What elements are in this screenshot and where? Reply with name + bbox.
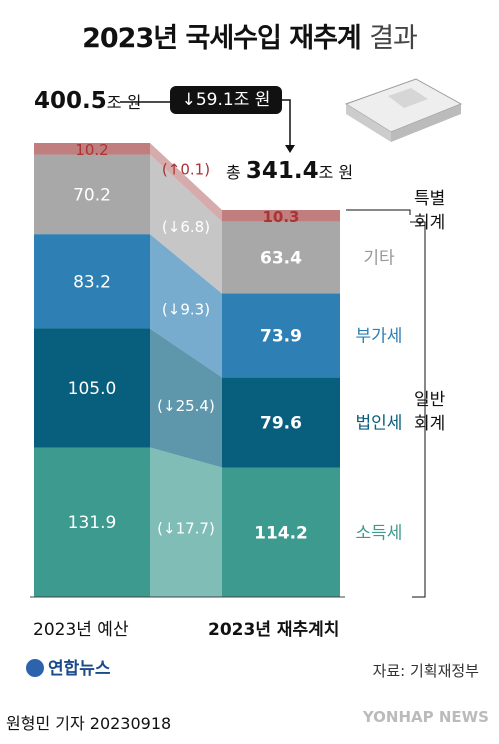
series-1-label-budget: 105.0 <box>68 379 117 399</box>
revised-total-unit: 조 원 <box>318 163 354 182</box>
watermark: YONHAP NEWS <box>362 708 489 726</box>
series-3-bar-budget <box>34 154 150 235</box>
money-stack-icon <box>344 78 463 142</box>
series-2-label-budget: 83.2 <box>73 272 111 292</box>
series-3-change-label: (↓6.8) <box>162 218 210 236</box>
series-3-bar-revised <box>222 221 340 294</box>
series-0-label-budget: 131.9 <box>68 513 117 533</box>
revised-total-prefix: 총 <box>226 163 241 182</box>
series-2-bar-revised <box>222 293 340 378</box>
x-label-revised: 2023년 재추계치 <box>208 620 340 640</box>
series-1-label-revised: 79.6 <box>260 413 302 433</box>
general-bracket <box>410 221 426 598</box>
series-4-bar-revised <box>222 209 340 222</box>
legend-general: 일반 회계 <box>414 390 446 434</box>
series-3-category-label: 기타 <box>363 249 395 269</box>
series-0-bar-revised <box>222 467 340 597</box>
series-0-change-label: (↓17.7) <box>157 519 215 537</box>
series-4-connector <box>150 143 222 222</box>
series-4-label-revised: 10.3 <box>262 208 299 226</box>
series-2-category-label: 부가세 <box>356 326 403 346</box>
series-4-bar-budget <box>34 143 150 155</box>
change-leader-arrowhead <box>285 145 295 153</box>
budget-total-value: 400.5 <box>34 88 107 114</box>
logo-text: 연합뉴스 <box>48 659 111 679</box>
series-4-label-budget: 10.2 <box>75 141 108 159</box>
change-unit: 조 원 <box>233 90 271 110</box>
change-value: 59.1 <box>195 90 234 110</box>
special-bracket <box>346 209 411 215</box>
series-0-category-label: 소득세 <box>356 523 403 543</box>
series-2-bar-budget <box>34 234 150 329</box>
revised-total: 총 341.4조 원 <box>226 158 353 184</box>
logo-icon <box>26 659 44 677</box>
series-0-bar-budget <box>34 447 150 597</box>
series-3-label-budget: 70.2 <box>73 185 111 205</box>
series-3-connector <box>150 154 222 294</box>
change-arrow: ↓ <box>181 90 196 110</box>
title-main: 2023년 국세수입 재추계 <box>82 23 362 54</box>
series-0-connector <box>150 447 222 597</box>
change-badge: ↓59.1조 원 <box>170 86 282 114</box>
series-0-label-revised: 114.2 <box>254 523 308 543</box>
series-1-change-label: (↓25.4) <box>157 397 215 415</box>
source: 자료: 기획재정부 <box>372 662 479 680</box>
change-leader-line <box>282 99 291 146</box>
yonhap-logo: 연합뉴스 <box>26 654 111 679</box>
series-1-bar-budget <box>34 328 150 448</box>
series-2-change-label: (↓9.3) <box>162 300 210 318</box>
byline: 원형민 기자 20230918 <box>6 714 172 733</box>
series-1-category-label: 법인세 <box>356 413 403 433</box>
series-1-bar-revised <box>222 377 340 468</box>
series-3-label-revised: 63.4 <box>260 249 302 269</box>
revised-total-value: 341.4 <box>245 158 319 184</box>
legend-special: 특별 회계 <box>414 189 446 233</box>
title-suffix: 결과 <box>369 23 418 54</box>
series-4-change-label: (↑0.1) <box>162 160 210 178</box>
page-title: 2023년 국세수입 재추계 결과 <box>0 16 499 55</box>
series-2-label-revised: 73.9 <box>260 326 302 346</box>
x-label-budget: 2023년 예산 <box>33 620 129 640</box>
series-1-connector <box>150 328 222 468</box>
series-2-connector <box>150 234 222 378</box>
